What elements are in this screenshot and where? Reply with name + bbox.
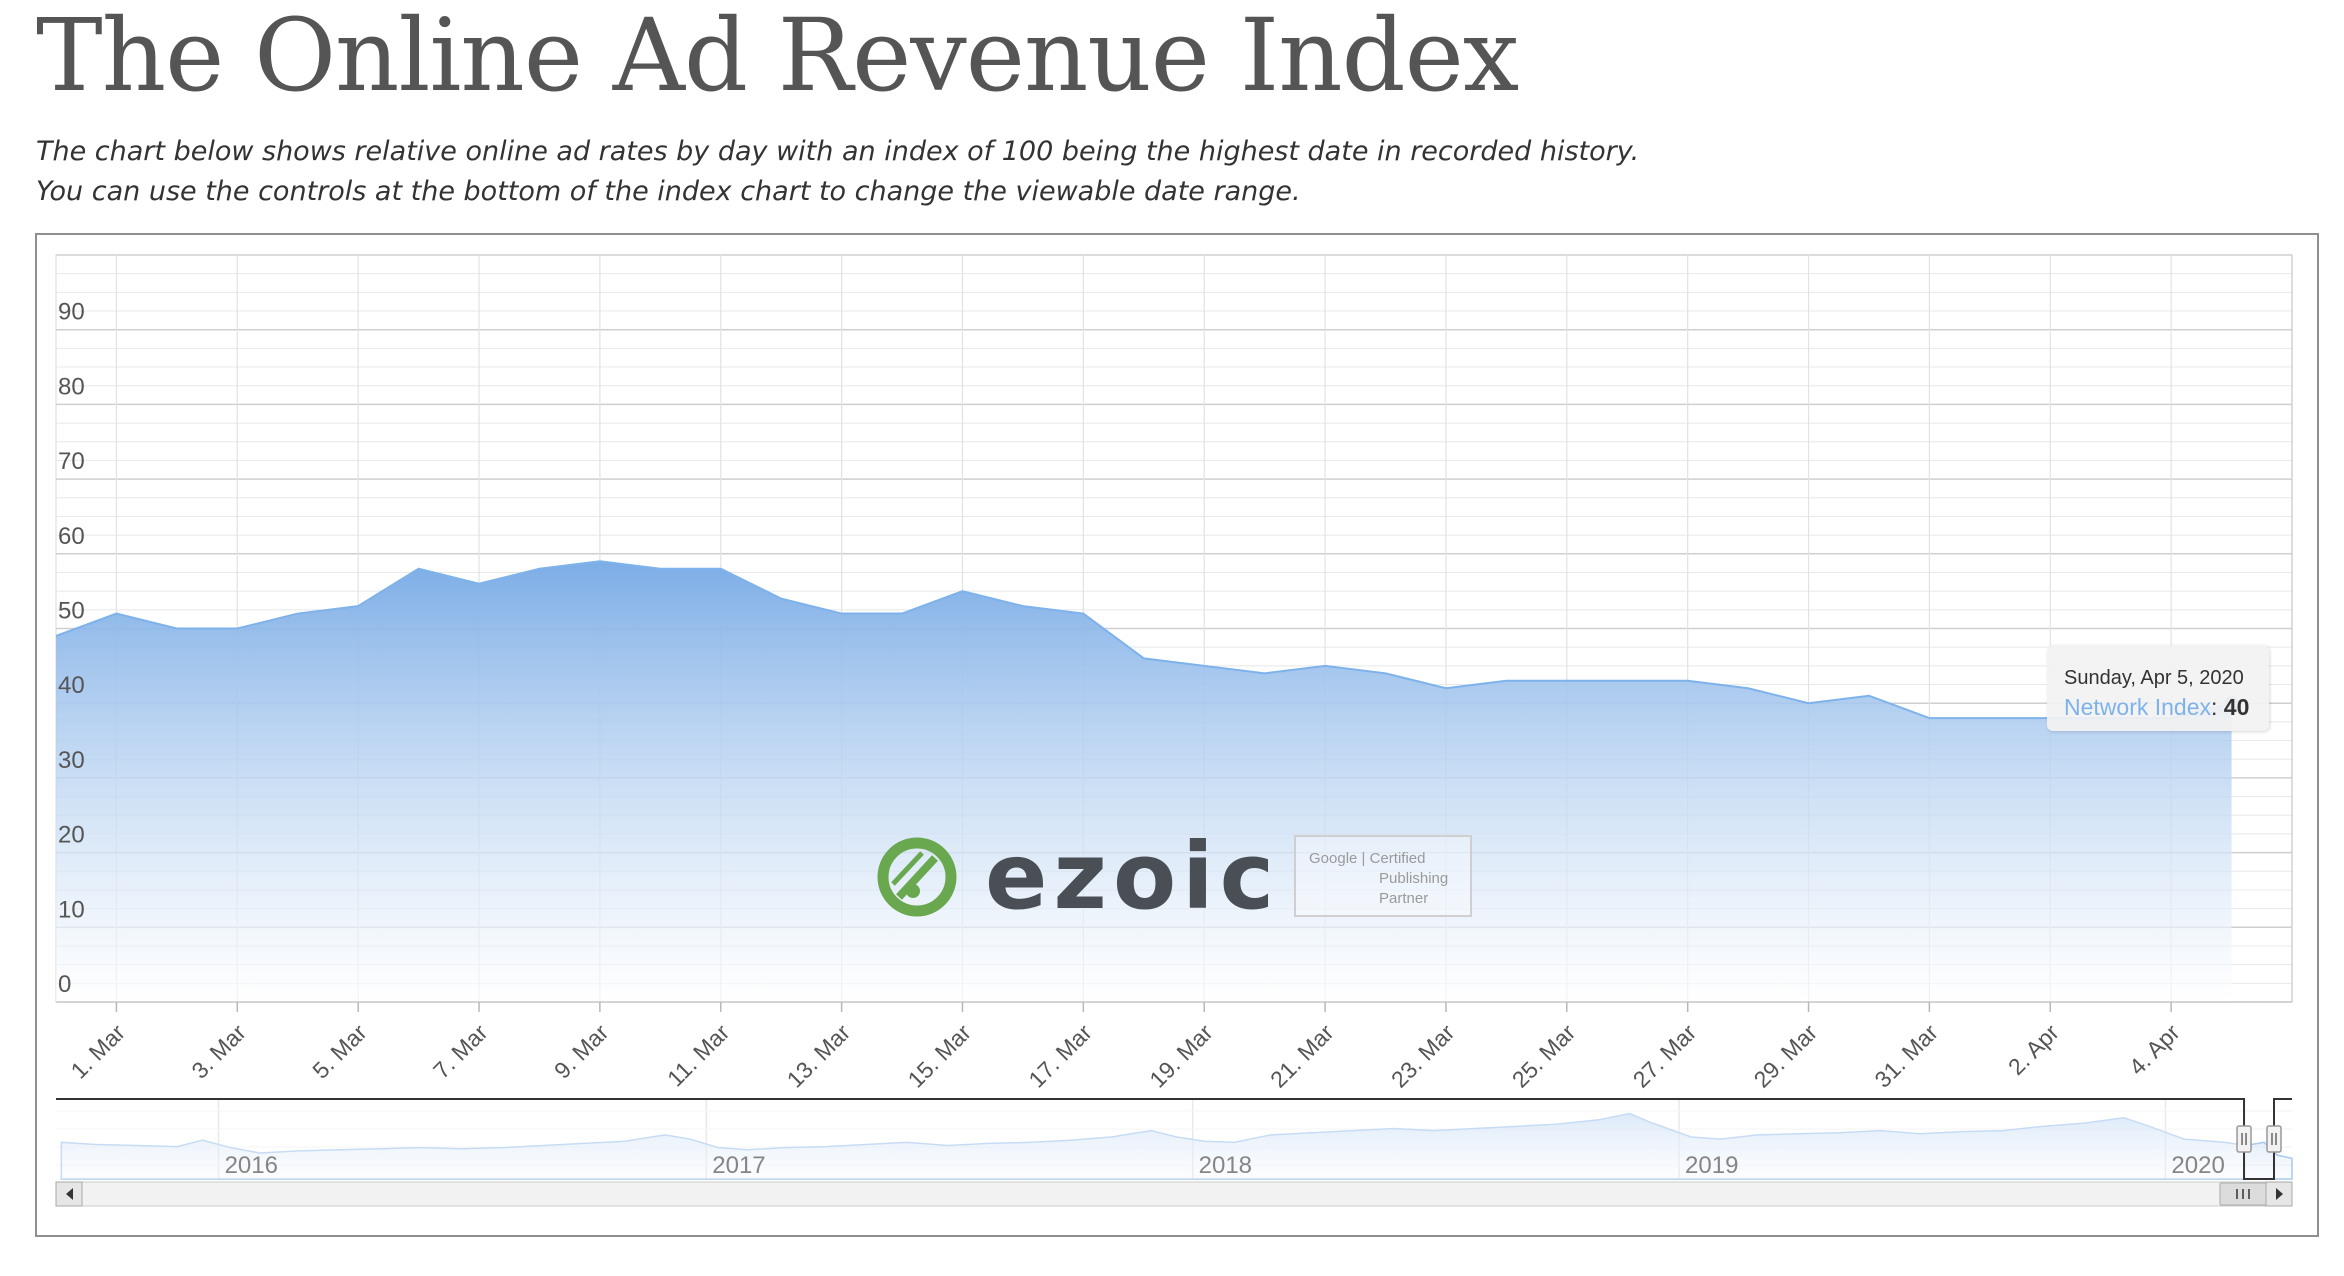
navigator-year-label: 2019 [1685,1152,1738,1179]
plot-series-area [55,560,2232,1002]
y-tick-label: 90 [58,299,85,326]
ezoic-watermark: ezoic Google | Certified Publishing Part… [877,823,1472,930]
data-tooltip: Sunday, Apr 5, 2020 Network Index: 40 [2047,645,2269,731]
navigator-right-handle[interactable] [2266,1125,2282,1153]
y-tick-label: 0 [58,971,71,998]
x-tick-label: 13. Mar [782,1019,856,1093]
badge-line-2: Publishing [1379,870,1448,887]
scrollbar-right-button[interactable] [2265,1181,2293,1207]
x-tick-label: 25. Mar [1507,1019,1581,1093]
x-tick-label: 31. Mar [1869,1019,1943,1093]
scroll-right-arrow-icon [2276,1188,2283,1200]
series-area-fill [56,561,2232,1002]
page-title: The Online Ad Revenue Index [36,0,1519,114]
y-axis: 0 10 20 30 40 50 60 70 80 90 [58,299,85,998]
scroll-left-arrow-icon [66,1188,73,1200]
navigator-unselected-mask [56,1099,2245,1179]
ezoic-logo-text: ezoic [985,823,1280,930]
scrollbar-track[interactable] [55,1181,2293,1207]
y-tick-label: 40 [58,672,85,699]
x-axis: 1. Mar 3. Mar 5. Mar 7. Mar 9. Mar 11. Mar 13.… [56,1001,2292,1093]
y-tick-label: 80 [58,373,85,400]
x-tick-label: 2. Apr [2003,1019,2064,1080]
chart-description-line-2: You can use the controls at the bottom o… [36,176,1301,207]
tooltip-date: Sunday, Apr 5, 2020 [2064,667,2244,689]
y-tick-label: 50 [58,598,85,625]
scrollbar-left-button[interactable] [55,1181,83,1207]
tooltip-series-line: Network Index: 40 [2064,694,2249,721]
y-tick-label: 70 [58,448,85,475]
scrollbar-thumb[interactable] [2219,1182,2267,1206]
range-navigator[interactable]: 2016 2017 2018 2019 2020 [56,1098,2293,1180]
range-scrollbar[interactable] [55,1181,2293,1207]
y-tick-label: 10 [58,896,85,923]
x-tick-label: 29. Mar [1749,1019,1823,1093]
navigator-year-label: 2017 [712,1152,765,1179]
badge-line-3: Partner [1379,890,1428,907]
navigator-left-handle[interactable] [2236,1125,2252,1153]
x-tick-label: 7. Mar [428,1019,493,1084]
x-tick-label: 3. Mar [186,1019,251,1084]
x-tick-label: 21. Mar [1265,1019,1339,1093]
tooltip-series-name: Network Index [2064,694,2212,720]
y-tick-label: 20 [58,822,85,849]
x-tick-label: 23. Mar [1386,1019,1460,1093]
x-tick-label: 1. Mar [65,1019,130,1084]
badge-line-1: Google | Certified [1309,850,1425,867]
navigator-series [60,1112,2293,1180]
series-line[interactable] [55,560,2232,720]
navigator-year-label: 2016 [225,1152,278,1179]
x-tick-label: 19. Mar [1144,1019,1218,1093]
x-tick-label: 11. Mar [662,1019,735,1092]
x-tick-label: 9. Mar [549,1019,614,1084]
certified-partner-badge [1294,835,1472,917]
navigator-year-label: 2018 [1199,1152,1252,1179]
navigator-selection-outline [56,1098,2292,1180]
x-tick-label: 4. Apr [2124,1019,2185,1080]
x-tick-label: 27. Mar [1628,1019,1702,1093]
y-tick-label: 30 [58,747,85,774]
x-tick-label: 5. Mar [307,1019,372,1084]
tooltip-separator: : [2211,694,2218,720]
x-tick-label: 17. Mar [1023,1019,1097,1093]
y-tick-label: 60 [58,523,85,550]
navigator-year-label: 2020 [2171,1152,2224,1179]
chart-description-line-1: The chart below shows relative online ad… [36,136,1640,167]
navigator-year-labels: 2016 2017 2018 2019 2020 [225,1152,2225,1179]
x-tick-label: 15. Mar [902,1019,976,1093]
tooltip-value: 40 [2223,694,2250,720]
ezoic-logo-icon [877,837,957,917]
